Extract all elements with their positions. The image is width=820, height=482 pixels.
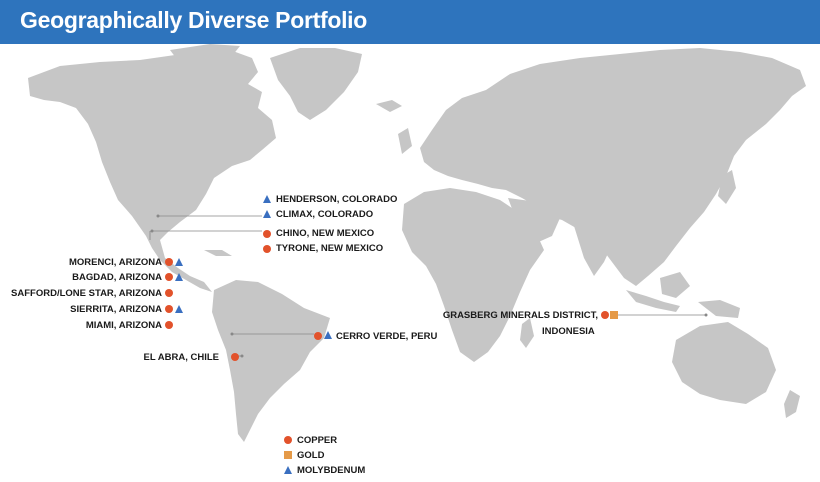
copper-marker-miami[interactable] — [165, 321, 173, 329]
site-label-el-abra: EL ABRA, CHILE — [143, 352, 219, 363]
molybdenum-marker-morenci[interactable] — [175, 258, 183, 266]
molybdenum-marker-climax[interactable] — [263, 210, 271, 218]
site-label-morenci: MORENCI, ARIZONA — [68, 257, 162, 268]
iceland-landmass — [376, 100, 402, 112]
legend-gold-label: GOLD — [297, 450, 325, 461]
india-landmass — [574, 220, 616, 276]
madagascar-landmass — [520, 318, 534, 348]
site-label-chino: CHINO, NEW MEXICO — [276, 228, 375, 239]
copper-marker-el-abra[interactable] — [231, 353, 239, 361]
legend-gold-icon — [284, 451, 292, 459]
site-label-miami: MIAMI, ARIZONA — [85, 320, 162, 331]
south-america-landmass — [212, 280, 330, 442]
uk-landmass — [398, 128, 412, 154]
site-label-grasberg-line1: GRASBERG MINERALS DISTRICT, — [442, 310, 598, 321]
legend-copper-icon — [284, 436, 292, 444]
arctic-islands — [170, 44, 240, 58]
new-zealand-landmass — [784, 390, 800, 418]
copper-marker-grasberg[interactable] — [601, 311, 609, 319]
africa-landmass — [402, 188, 544, 362]
gold-marker-grasberg[interactable] — [610, 311, 618, 319]
indonesia-islands — [626, 290, 680, 312]
copper-marker-sierrita[interactable] — [165, 305, 173, 313]
site-label-safford: SAFFORD/LONE STAR, ARIZONA — [11, 288, 162, 299]
site-label-climax: CLIMAX, COLORADO — [276, 209, 374, 220]
japan-landmass — [718, 170, 736, 204]
page-title: Geographically Diverse Portfolio — [20, 7, 368, 33]
copper-marker-safford[interactable] — [165, 289, 173, 297]
site-label-henderson: HENDERSON, COLORADO — [276, 194, 398, 205]
arabia-landmass — [508, 198, 560, 244]
legend-copper-label: COPPER — [297, 435, 338, 446]
legend-molybdenum-icon — [284, 466, 292, 474]
copper-marker-bagdad[interactable] — [165, 273, 173, 281]
new-guinea-landmass — [698, 300, 740, 318]
molybdenum-marker-bagdad[interactable] — [175, 273, 183, 281]
molybdenum-marker-cerro-verde[interactable] — [324, 331, 332, 339]
borneo-landmass — [660, 272, 690, 298]
legend-molybdenum-label: MOLYBDENUM — [297, 465, 366, 476]
molybdenum-marker-henderson[interactable] — [263, 195, 271, 203]
north-america-landmass — [28, 50, 276, 292]
site-label-tyrone: TYRONE, NEW MEXICO — [276, 243, 384, 254]
header-bar: Geographically Diverse Portfolio — [0, 0, 820, 44]
copper-marker-cerro-verde[interactable] — [314, 332, 322, 340]
molybdenum-marker-sierrita[interactable] — [175, 305, 183, 313]
eurasia-landmass — [420, 48, 806, 286]
site-label-cerro-verde: CERRO VERDE, PERU — [336, 331, 438, 342]
australia-landmass — [672, 322, 776, 404]
copper-marker-tyrone[interactable] — [263, 245, 271, 253]
site-label-grasberg-line2: INDONESIA — [542, 326, 595, 337]
copper-marker-chino[interactable] — [263, 230, 271, 238]
greenland-landmass — [270, 48, 362, 120]
site-label-sierrita: SIERRITA, ARIZONA — [70, 304, 162, 315]
leader-dots — [150, 214, 708, 358]
copper-marker-morenci[interactable] — [165, 258, 173, 266]
site-label-bagdad: BAGDAD, ARIZONA — [72, 272, 162, 283]
caribbean-islands — [204, 250, 232, 256]
leader-lines — [149, 215, 706, 357]
